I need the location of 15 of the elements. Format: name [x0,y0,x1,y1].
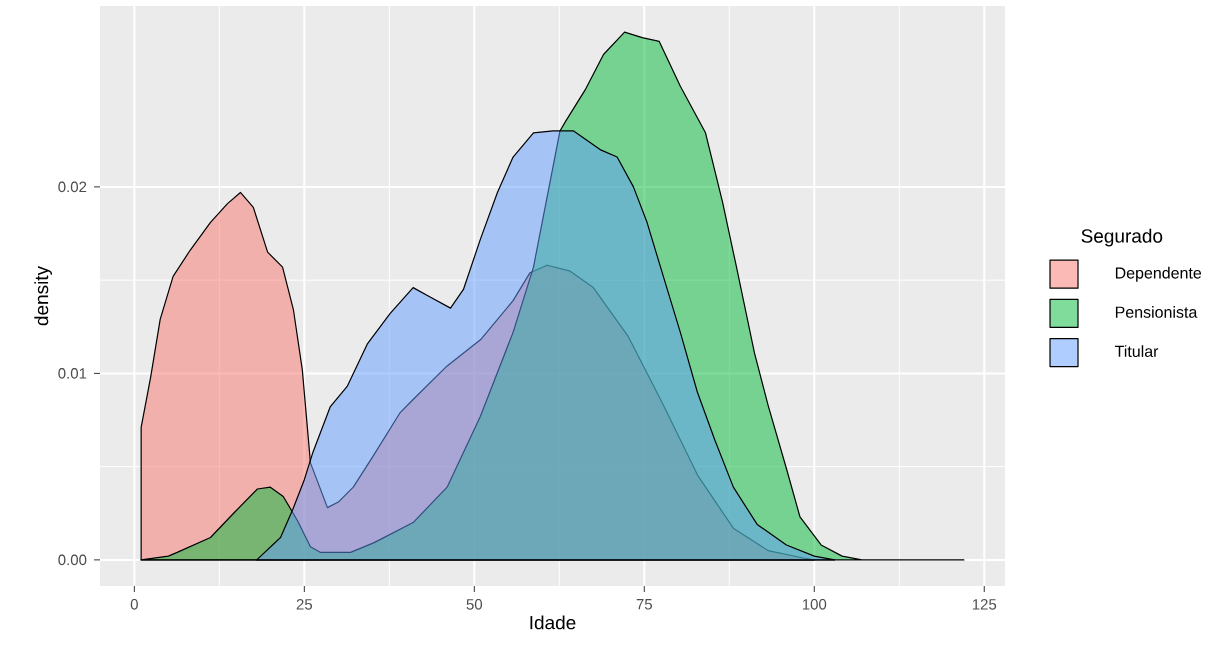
x-tick-label: 50 [466,599,483,610]
legend-title: Segurado [1081,228,1163,247]
y-tick-label: 0.01 [58,368,87,379]
x-tick-label: 100 [802,599,827,610]
legend-label: Dependente [1115,266,1202,282]
x-tick-label: 0 [130,599,138,610]
y-tick-label: 0.00 [58,554,87,566]
x-tick-label: 125 [972,599,997,610]
x-axis-title: Idade [530,615,576,630]
y-tick-label: 0.02 [58,181,87,193]
legend-label: Titular [1114,345,1159,358]
y-axis-title: density [34,265,53,326]
legend-label: Pensionista [1115,306,1198,318]
x-tick-label: 75 [636,599,653,610]
x-tick-label: 25 [296,599,313,610]
